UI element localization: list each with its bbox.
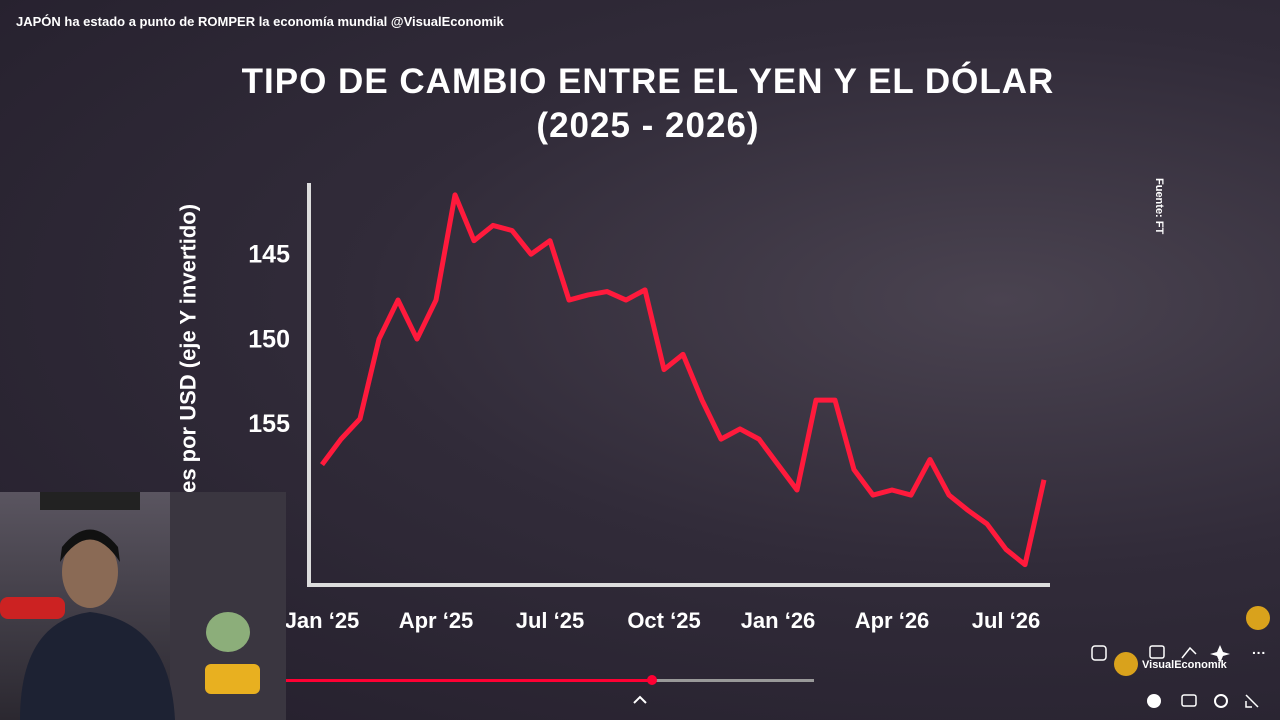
figurine xyxy=(206,612,250,652)
x-tick-label: Apr ‘26 xyxy=(855,608,930,633)
x-tick-label: Apr ‘25 xyxy=(399,608,474,633)
head xyxy=(62,536,118,608)
shelf xyxy=(40,492,140,510)
x-tick-label: Oct ‘25 xyxy=(627,608,700,633)
data-line xyxy=(319,192,1047,568)
webcam-overlay xyxy=(0,492,286,720)
x-tick-label: Jan ‘25 xyxy=(285,608,360,633)
channel-name: VisualEconomik xyxy=(1142,659,1227,671)
chart-title-block: TIPO DE CAMBIO ENTRE EL YEN Y EL DÓLAR (… xyxy=(0,60,1280,148)
x-tick-label: Jul ‘25 xyxy=(516,608,584,633)
webcam-figure xyxy=(0,492,286,720)
chart-title: TIPO DE CAMBIO ENTRE EL YEN Y EL DÓLAR xyxy=(241,62,1055,101)
hoodie xyxy=(20,612,175,720)
y-tick-label: 155 xyxy=(248,410,290,438)
x-tick-label: Jul ‘26 xyxy=(972,608,1040,633)
y-tick-label: 145 xyxy=(248,241,290,269)
video-title: JAPÓN ha estado a punto de ROMPER la eco… xyxy=(16,14,504,29)
container xyxy=(205,664,260,694)
x-tick-label: Jan ‘26 xyxy=(741,608,816,633)
hair xyxy=(60,529,120,562)
microphone xyxy=(0,597,65,619)
y-tick-label: 150 xyxy=(248,325,290,353)
chart-subtitle: (2025 - 2026) xyxy=(536,106,760,145)
